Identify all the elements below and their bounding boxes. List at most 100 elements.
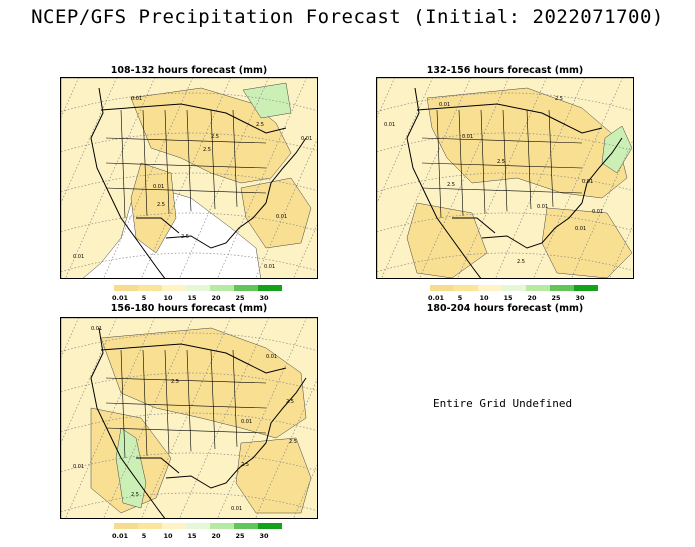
coastline-west [406,87,482,278]
longitude-line [179,318,269,518]
legend-label: 30 [575,294,585,302]
legend-label: 0.01 [111,532,129,540]
contour-label: 0.01 [231,506,242,512]
state-line [164,109,170,214]
legend-swatch [114,285,138,291]
longitude-line [217,318,307,518]
color-legend: 0.01 5 10 15 20 25 30 [111,285,282,309]
legend-swatch [258,523,282,529]
legend-swatch [454,285,478,291]
contour-label: 2.5 [241,462,249,468]
legend-label: 5 [141,532,147,540]
longitude-line [217,78,307,278]
panel-title-132-156: 132-156 hours forecast (mm) [426,65,584,76]
longitude-line [377,78,433,204]
legend-label: 25 [235,294,245,302]
precip-fill [115,427,147,509]
legend-swatch [430,285,454,291]
panel-title-108-132: 108-132 hours forecast (mm) [110,65,268,76]
contour-label: 0.01 [73,464,84,470]
state-line [421,162,583,169]
contour-label: 2.5 [447,182,455,188]
precip-fill [235,437,312,514]
longitude-line [179,78,269,278]
mexico-border [136,217,180,234]
state-line [421,187,583,194]
contour-label: 0.01 [462,134,473,140]
legend-label: 20 [211,532,221,540]
panel-title-180-204: 180-204 hours forecast (mm) [426,303,584,314]
atlantic-coast [265,377,307,444]
contour-label: 0.01 [241,419,252,425]
state-line [436,109,442,219]
longitude-line [457,78,547,278]
legend-swatch [550,285,574,291]
boundaries [406,87,623,278]
longitude-line [141,78,231,278]
boundaries [90,87,307,278]
legend-swatch [574,285,598,291]
legend-swatch [502,285,526,291]
contour-label: 2.5 [555,96,563,102]
mexico-border [452,217,496,234]
map-panel-156-180: 0.01 2.5 0.01 2.5 0.01 2.5 2.5 0.01 2.5 0.01 [60,317,318,519]
graticule [61,318,317,518]
longitude-line [381,78,471,278]
us-canada-border [100,103,287,134]
precip-map: 0.01 2.5 0.01 2.5 0.01 2.5 2.5 0.01 2.5 0.01 [61,318,317,518]
state-line [480,109,486,214]
longitude-line [61,318,117,444]
us-canada-border [100,343,287,374]
state-line [210,349,216,450]
legend-label: 5 [457,294,463,302]
legend-swatch [162,285,186,291]
state-line [164,349,170,454]
legend-swatch [162,523,186,529]
contour-label: 0.01 [91,326,102,332]
legend-label: 10 [163,294,173,302]
legend-swatch [210,285,234,291]
legend-swatch [138,285,162,291]
mexico-border [136,457,180,474]
precip-fill [130,162,177,254]
contour-label: 0.01 [384,122,395,128]
contour-label: 0.01 [266,354,277,360]
legend-swatch [478,285,502,291]
state-line [232,349,238,447]
state-line [548,109,554,207]
longitude-line [61,78,117,204]
contour-label: 2.5 [157,202,165,208]
coastline-west [90,87,166,278]
contour-label: 2.5 [286,399,294,405]
precip-map: 0.01 0.01 2.5 0.01 2.5 0.01 0.01 2.5 0.01 2.5 0.01 [377,78,633,278]
state-line [232,109,238,207]
longitude-line [103,78,193,278]
legend-label: 0.01 [111,294,129,302]
contour-label: 0.01 [131,96,142,102]
contour-label: 0.01 [264,264,275,270]
contour-label: 2.5 [171,379,179,385]
contour-label: 2.5 [289,439,297,445]
longitude-line [533,78,623,278]
contour-label: 2.5 [497,159,505,165]
atlantic-coast [581,137,623,204]
us-canada-border [416,103,603,134]
coastline-west [90,327,166,518]
legend-label: 15 [187,294,197,302]
state-line [421,137,583,144]
state-line [458,109,464,216]
contour-label: 2.5 [211,134,219,140]
precip-fill [100,327,307,439]
panel-title-156-180: 156-180 hours forecast (mm) [110,303,268,314]
map-panel-132-156: 0.01 0.01 2.5 0.01 2.5 0.01 0.01 2.5 0.01 2.5 0.01 [376,77,634,279]
gulf-coast [165,442,267,489]
legend-swatch [210,523,234,529]
contour-label: 0.01 [439,102,450,108]
graticule [377,78,633,278]
state-line [186,349,192,452]
legend-label: 0.01 [427,294,445,302]
legend-swatch [526,285,550,291]
state-line [142,109,148,216]
state-line [210,109,216,210]
state-line [142,349,148,456]
